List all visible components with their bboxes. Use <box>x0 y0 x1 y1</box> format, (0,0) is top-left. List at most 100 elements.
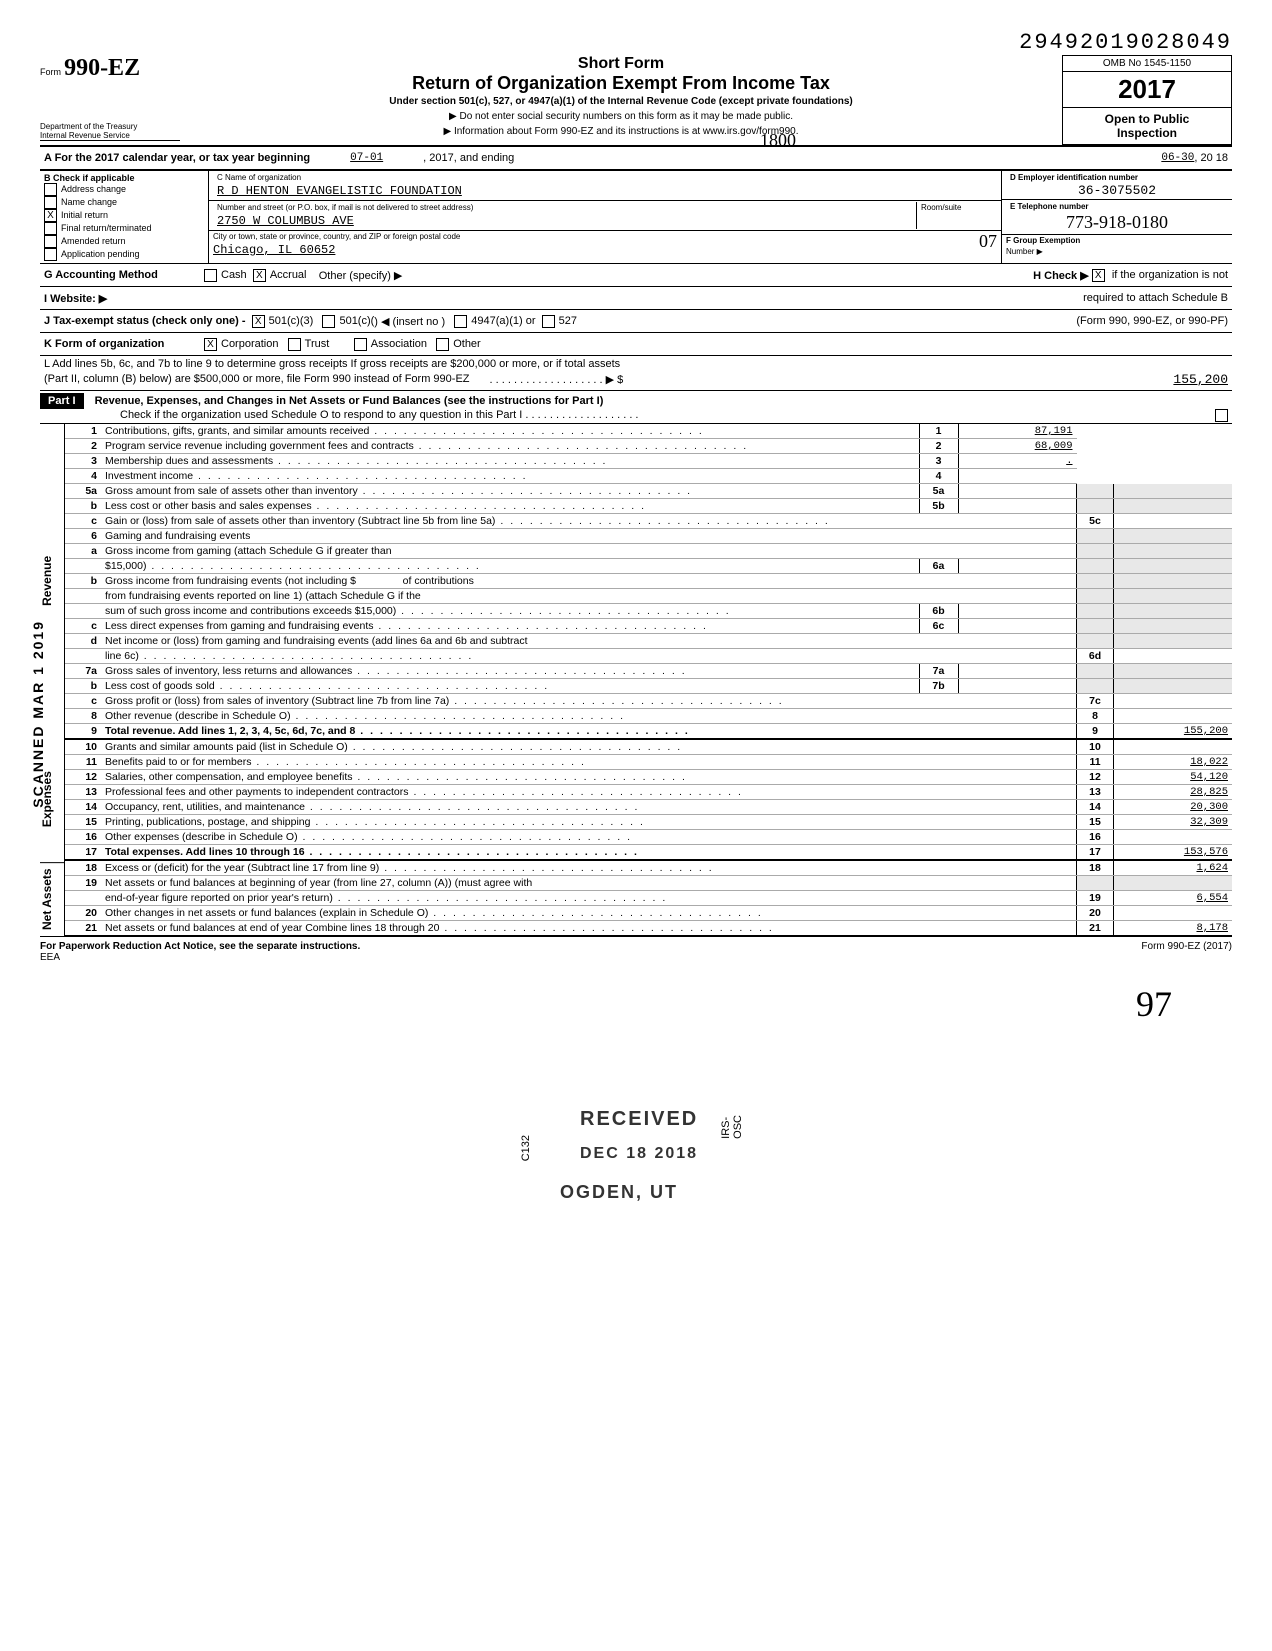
stamp-scanned: SCANNED MAR 1 2019 <box>30 620 46 808</box>
street: 2750 W COLUMBUS AVE <box>213 213 916 229</box>
note-info: Information about Form 990-EZ and its in… <box>180 126 1062 137</box>
name-label: C Name of organization <box>213 172 997 183</box>
checkbox-initial-return[interactable]: X <box>44 209 57 222</box>
label-name-change: Name change <box>61 197 117 207</box>
org-name: R D HENTON EVANGELISTIC FOUNDATION <box>213 183 997 199</box>
line-10: 10Grants and similar amounts paid (list … <box>65 739 1232 755</box>
checkbox-amended-return[interactable] <box>44 235 57 248</box>
room-label: Room/suite <box>917 202 997 213</box>
dln: 29492019028049 <box>40 30 1232 55</box>
dept-irs: Internal Revenue Service <box>40 131 180 140</box>
line-5a: 5aGross amount from sale of assets other… <box>65 484 1232 499</box>
line-1: 1Contributions, gifts, grants, and simil… <box>65 424 1232 439</box>
open-public-2: Inspection <box>1067 126 1227 140</box>
checkbox-cash[interactable] <box>204 269 217 282</box>
checkbox-application-pending[interactable] <box>44 248 57 261</box>
city-label: City or town, state or province, country… <box>209 231 1001 242</box>
line-a-endyear: , 20 18 <box>1194 152 1228 164</box>
line-19-1: 19Net assets or fund balances at beginni… <box>65 876 1232 891</box>
title-short-form: Short Form <box>180 55 1062 73</box>
tax-year: 2017 <box>1062 72 1232 108</box>
city: Chicago, IL 60652 <box>209 242 1001 258</box>
checkbox-other-org[interactable] <box>436 338 449 351</box>
label-527: 527 <box>559 315 577 327</box>
line-l-text2: (Part II, column (B) below) are $500,000… <box>44 373 470 385</box>
line-6b-3: sum of such gross income and contributio… <box>65 604 1232 619</box>
line-6b-2: from fundraising events reported on line… <box>65 589 1232 604</box>
label-trust: Trust <box>305 338 330 350</box>
line-h-text1: if the organization is not <box>1112 269 1228 281</box>
checkbox-4947[interactable] <box>454 315 467 328</box>
line-15: 15Printing, publications, postage, and s… <box>65 815 1232 830</box>
label-other-method: Other (specify) ▶ <box>319 269 403 282</box>
line-l-value: 155,200 <box>1173 372 1228 387</box>
line-18: 18Excess or (deficit) for the year (Subt… <box>65 860 1232 876</box>
line-h-text2: required to attach Schedule B <box>1083 292 1228 304</box>
label-4947: 4947(a)(1) or <box>471 315 535 327</box>
section-bcdef: B Check if applicable Address change Nam… <box>40 169 1232 264</box>
line-5b: bLess cost or other basis and sales expe… <box>65 499 1232 514</box>
label-association: Association <box>371 338 427 350</box>
line-4: 4Investment income4 <box>65 469 1232 484</box>
line-6d-2: line 6c)6d <box>65 649 1232 664</box>
line-3: 3Membership dues and assessments3. <box>65 454 1232 469</box>
group-exemption-label: F Group Exemption <box>1002 235 1232 246</box>
side-netassets: Net Assets <box>40 863 64 937</box>
line-21: 21Net assets or fund balances at end of … <box>65 921 1232 937</box>
label-corporation: Corporation <box>221 338 278 350</box>
page-signature: 97 <box>40 983 1232 1025</box>
line-8: 8Other revenue (describe in Schedule O)8 <box>65 709 1232 724</box>
paperwork-notice: For Paperwork Reduction Act Notice, see … <box>40 941 360 952</box>
line-k-label: K Form of organization <box>44 338 204 350</box>
phone: 773-918-0180 <box>1006 212 1228 233</box>
label-address-change: Address change <box>61 184 126 194</box>
line-i-label: I Website: ▶ <box>44 292 107 305</box>
label-accrual: Accrual <box>270 269 307 281</box>
line-19-2: end-of-year figure reported on prior yea… <box>65 891 1232 906</box>
line-13: 13Professional fees and other payments t… <box>65 785 1232 800</box>
line-6: 6Gaming and fundraising events <box>65 529 1232 544</box>
checkbox-name-change[interactable] <box>44 196 57 209</box>
checkbox-accrual[interactable]: X <box>253 269 266 282</box>
form-number: 990-EZ <box>64 55 140 81</box>
line-a: A For the 2017 calendar year, or tax yea… <box>40 147 1232 169</box>
checkbox-schedule-b[interactable]: X <box>1092 269 1105 282</box>
line-9: 9Total revenue. Add lines 1, 2, 3, 4, 5c… <box>65 724 1232 740</box>
line-6d-1: dNet income or (loss) from gaming and fu… <box>65 634 1232 649</box>
margin-note-07: 07 <box>979 231 997 252</box>
stamp-date: DEC 18 2018 <box>580 1145 698 1163</box>
checkbox-501c[interactable] <box>322 315 335 328</box>
ein: 36-3075502 <box>1006 183 1228 198</box>
line-a-mid: , 2017, and ending <box>423 152 514 164</box>
checkbox-address-change[interactable] <box>44 183 57 196</box>
tax-year-end: 06-30 <box>1161 152 1194 164</box>
handwritten-margin: 1800 <box>760 130 796 151</box>
checkbox-527[interactable] <box>542 315 555 328</box>
line-6a-2: $15,000)6a <box>65 559 1232 574</box>
line-20: 20Other changes in net assets or fund ba… <box>65 906 1232 921</box>
part1-label: Part I <box>40 393 84 409</box>
checkbox-final-return[interactable] <box>44 222 57 235</box>
checkbox-association[interactable] <box>354 338 367 351</box>
checkbox-schedule-o[interactable] <box>1215 409 1228 422</box>
line-5c: cGain or (loss) from sale of assets othe… <box>65 514 1232 529</box>
ein-label: D Employer identification number <box>1006 172 1228 183</box>
omb-no: OMB No 1545-1150 <box>1062 55 1232 72</box>
label-501c3: 501(c)(3) <box>269 315 314 327</box>
open-public-1: Open to Public <box>1067 112 1227 126</box>
line-h-text3: (Form 990, 990-EZ, or 990-PF) <box>1076 315 1228 327</box>
checkbox-501c3[interactable]: X <box>252 315 265 328</box>
form-header: Form 990-EZ Department of the Treasury I… <box>40 55 1232 145</box>
tax-year-begin: 07-01 <box>350 152 383 164</box>
line-17: 17Total expenses. Add lines 10 through 1… <box>65 845 1232 861</box>
checkbox-corporation[interactable]: X <box>204 338 217 351</box>
checkbox-trust[interactable] <box>288 338 301 351</box>
section-b-header: B Check if applicable <box>44 173 204 183</box>
part1-header: Part I Revenue, Expenses, and Changes in… <box>40 390 1232 424</box>
line-l-text1: L Add lines 5b, 6c, and 7b to line 9 to … <box>44 358 1228 370</box>
part1-check-line: Check if the organization used Schedule … <box>120 409 639 421</box>
stamp-ogden: OGDEN, UT <box>560 1182 678 1203</box>
stamp-irs-osc: IRS-OSC <box>720 1115 744 1139</box>
form-label: Form <box>40 67 61 77</box>
line-7a: 7aGross sales of inventory, less returns… <box>65 664 1232 679</box>
